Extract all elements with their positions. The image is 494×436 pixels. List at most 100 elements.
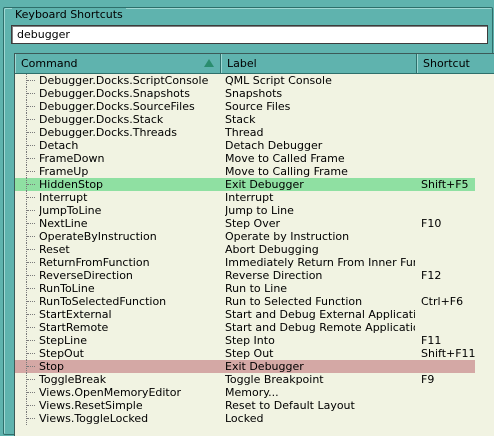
shortcut-cell: Shift+F11: [421, 347, 476, 360]
column-header-label: Shortcut: [423, 57, 470, 70]
tree-branch-line: [26, 412, 39, 425]
table-row[interactable]: Views.ToggleLocked Locked: [15, 412, 494, 425]
tree-branch-line: [26, 347, 39, 360]
column-header-label[interactable]: Label: [221, 54, 417, 73]
command-cell: Debugger.Docks.Snapshots: [39, 87, 190, 100]
table-row[interactable]: Views.OpenMemoryEditor Memory...: [15, 386, 494, 399]
command-cell: RunToSelectedFunction: [39, 295, 167, 308]
label-cell: Run to Line: [225, 282, 288, 295]
table-row[interactable]: Debugger.Docks.Snapshots Snapshots: [15, 87, 494, 100]
label-cell: Detach Debugger: [225, 139, 323, 152]
tree-branch-line: [26, 191, 39, 204]
shortcut-cell: F12: [421, 269, 442, 282]
table-row[interactable]: Detach Detach Debugger: [15, 139, 494, 152]
tree-branch-line: [26, 100, 39, 113]
table-row[interactable]: Views.ResetSimple Reset to Default Layout: [15, 399, 494, 412]
command-cell: StepLine: [39, 334, 87, 347]
tree-branch-line: [26, 152, 39, 165]
command-cell: Views.ToggleLocked: [39, 412, 149, 425]
label-cell: Move to Called Frame: [225, 152, 345, 165]
command-cell: Debugger.Docks.Threads: [39, 126, 177, 139]
table-row[interactable]: Debugger.Docks.Stack Stack: [15, 113, 494, 126]
table-row[interactable]: Reset Abort Debugging: [15, 243, 494, 256]
table-row[interactable]: StartRemote Start and Debug Remote Applic…: [15, 321, 494, 334]
table-row[interactable]: Debugger.Docks.SourceFiles Source Files: [15, 100, 494, 113]
table-row[interactable]: Debugger.Docks.ScriptConsole QML Script C…: [15, 74, 494, 87]
table-row[interactable]: RunToSelectedFunction Run to Selected Fun…: [15, 295, 494, 308]
tree-branch-line: [26, 282, 39, 295]
search-input[interactable]: [12, 26, 492, 43]
table-row[interactable]: StartExternal Start and Debug External Ap…: [15, 308, 494, 321]
tree-branch-line: [26, 256, 39, 269]
sort-ascending-icon: [204, 59, 214, 67]
label-cell: Step Out: [225, 347, 274, 360]
column-header-command[interactable]: Command: [15, 54, 221, 73]
table-row[interactable]: Stop Exit Debugger: [15, 360, 475, 373]
command-cell: ReverseDirection: [39, 269, 133, 282]
shortcut-cell: Ctrl+F6: [421, 295, 464, 308]
column-header-label: Command: [21, 57, 78, 70]
command-cell: Debugger.Docks.ScriptConsole: [39, 74, 209, 87]
table-header: Command Label Shortcut: [15, 54, 494, 74]
tree-branch-line: [26, 204, 39, 217]
tree-branch-line: [26, 321, 39, 334]
table-row[interactable]: ToggleBreak Toggle Breakpoint F9: [15, 373, 494, 386]
table-row[interactable]: HiddenStop Exit Debugger Shift+F5: [15, 178, 475, 191]
command-cell: ReturnFromFunction: [39, 256, 150, 269]
command-cell: HiddenStop: [39, 178, 104, 191]
group-title: Keyboard Shortcuts: [12, 8, 126, 22]
label-cell: Abort Debugging: [225, 243, 319, 256]
table-row[interactable]: FrameDown Move to Called Frame: [15, 152, 494, 165]
table-body: Debugger.Docks.ScriptConsole QML Script C…: [15, 74, 494, 425]
tree-branch-line: [26, 113, 39, 126]
command-cell: StepOut: [39, 347, 84, 360]
tree-branch-line: [26, 373, 39, 386]
label-cell: Thread: [225, 126, 264, 139]
table-row[interactable]: Interrupt Interrupt: [15, 191, 494, 204]
command-cell: StartRemote: [39, 321, 109, 334]
label-cell: Exit Debugger: [225, 360, 304, 373]
label-cell: Move to Calling Frame: [225, 165, 348, 178]
tree-branch-line: [26, 74, 39, 87]
table-row[interactable]: RunToLine Run to Line: [15, 282, 494, 295]
tree-branch-line: [26, 178, 39, 191]
shortcut-cell: F11: [421, 334, 442, 347]
command-cell: Detach: [39, 139, 79, 152]
table-row[interactable]: JumpToLine Jump to Line: [15, 204, 494, 217]
command-cell: Views.OpenMemoryEditor: [39, 386, 182, 399]
command-cell: FrameUp: [39, 165, 89, 178]
label-cell: Immediately Return From Inner Function: [225, 256, 415, 269]
label-cell: Stack: [225, 113, 256, 126]
shortcuts-table[interactable]: Command Label Shortcut Debugger.Docks.Sc…: [14, 53, 494, 436]
label-cell: Step Into: [225, 334, 275, 347]
table-row[interactable]: OperateByInstruction Operate by Instructi…: [15, 230, 494, 243]
shortcut-cell: F9: [421, 373, 435, 386]
table-row[interactable]: NextLine Step Over F10: [15, 217, 494, 230]
table-row[interactable]: ReverseDirection Reverse Direction F12: [15, 269, 494, 282]
column-header-shortcut[interactable]: Shortcut: [417, 54, 494, 73]
label-cell: Interrupt: [225, 191, 274, 204]
tree-branch-line: [26, 217, 39, 230]
table-row[interactable]: Debugger.Docks.Threads Thread: [15, 126, 494, 139]
table-row[interactable]: StepOut Step Out Shift+F11: [15, 347, 494, 360]
tree-branch-line: [26, 386, 39, 399]
label-cell: Start and Debug External Application...: [225, 308, 415, 321]
table-row[interactable]: StepLine Step Into F11: [15, 334, 494, 347]
label-cell: Memory...: [225, 386, 279, 399]
command-cell: RunToLine: [39, 282, 95, 295]
table-row[interactable]: ReturnFromFunction Immediately Return Fro…: [15, 256, 494, 269]
command-cell: Stop: [39, 360, 65, 373]
label-cell: QML Script Console: [225, 74, 332, 87]
label-cell: Exit Debugger: [225, 178, 304, 191]
label-cell: Reset to Default Layout: [225, 399, 355, 412]
label-cell: Source Files: [225, 100, 291, 113]
tree-branch-line: [26, 360, 39, 373]
search-field-container[interactable]: [11, 25, 492, 44]
tree-branch-line: [26, 269, 39, 282]
tree-branch-line: [26, 165, 39, 178]
table-row[interactable]: FrameUp Move to Calling Frame: [15, 165, 494, 178]
command-cell: Debugger.Docks.SourceFiles: [39, 100, 195, 113]
command-cell: FrameDown: [39, 152, 105, 165]
tree-branch-line: [26, 295, 39, 308]
command-cell: Debugger.Docks.Stack: [39, 113, 164, 126]
